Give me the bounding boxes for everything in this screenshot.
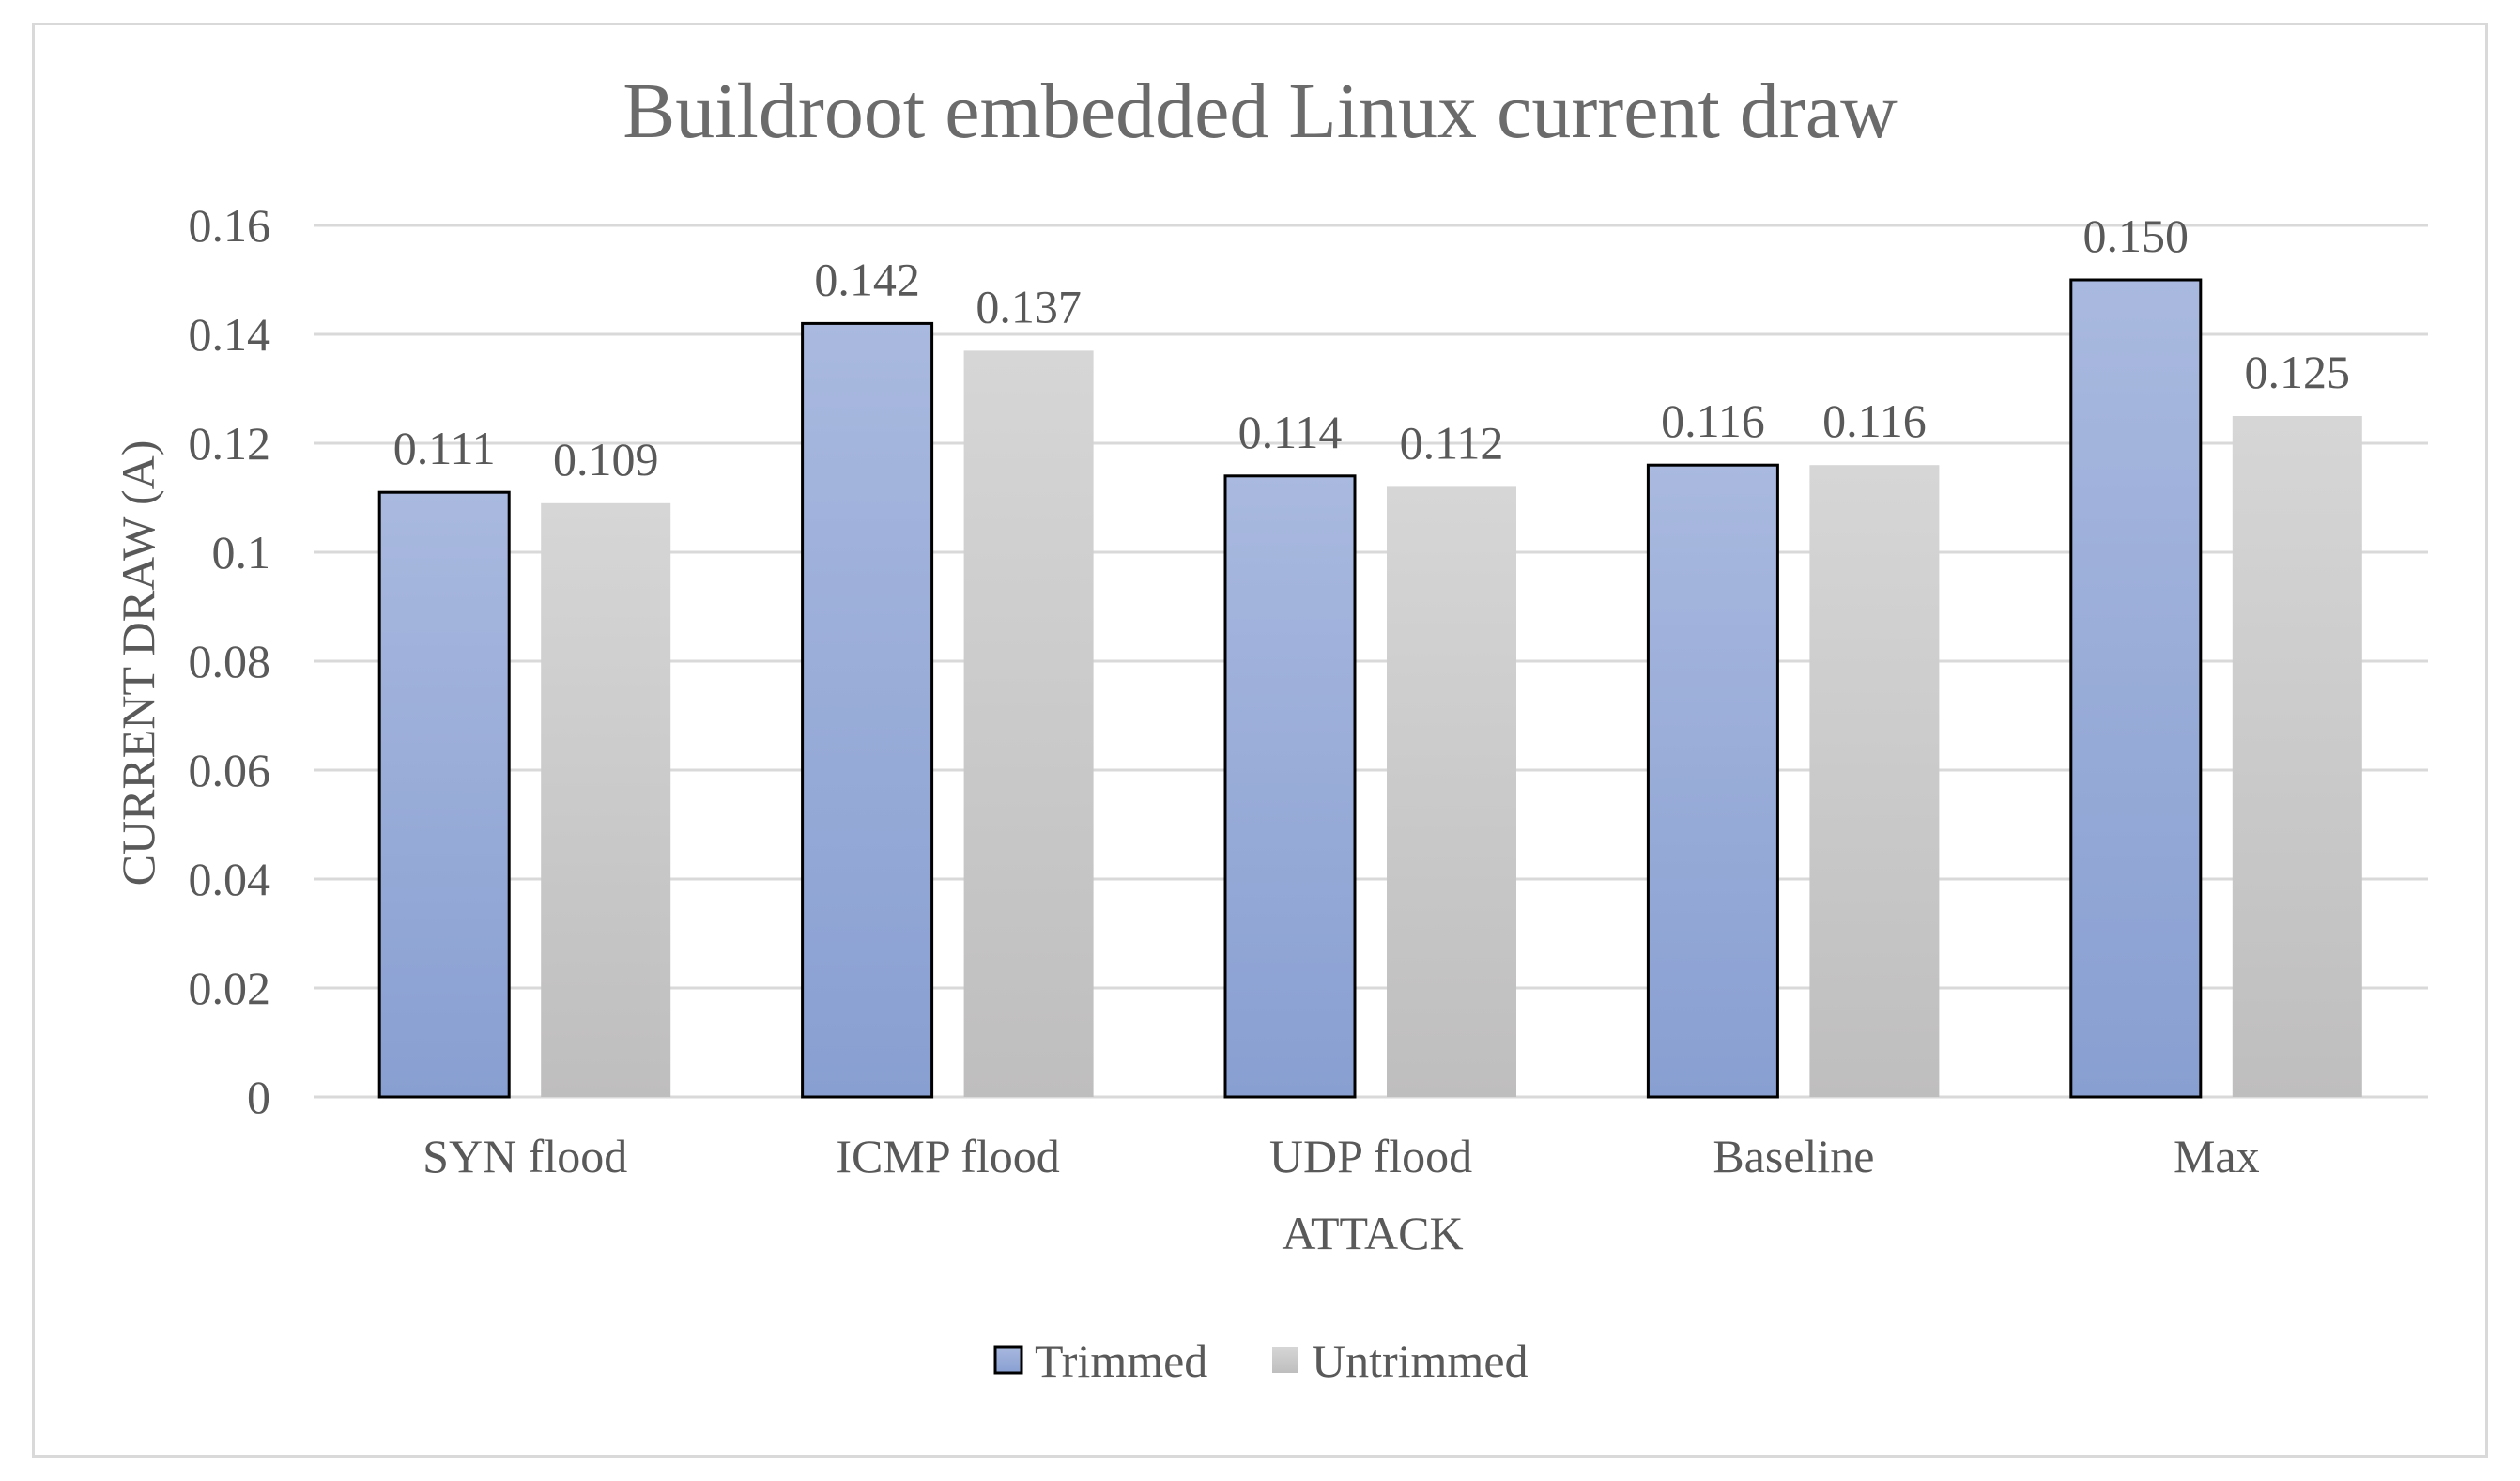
x-tick-label: ICMP flood [836, 1130, 1059, 1182]
y-tick-label: 0.14 [189, 308, 271, 361]
legend-label-untrimmed: Untrimmed [1312, 1334, 1529, 1387]
y-tick-label: 0.12 [189, 417, 271, 470]
legend-swatch-trimmed [993, 1345, 1023, 1375]
legend: Trimmed Untrimmed [993, 1334, 1529, 1387]
legend-swatch-untrimmed [1272, 1347, 1298, 1373]
bar-trimmed-max [2069, 278, 2203, 1099]
data-label: 0.111 [393, 422, 496, 474]
data-label: 0.142 [814, 253, 920, 305]
chart-title: Buildroot embedded Linux current draw [622, 68, 1898, 155]
y-tick-label: 0.16 [189, 199, 271, 252]
y-tick-label: 0.02 [189, 962, 271, 1014]
bar-trimmed-udp-flood [1223, 474, 1357, 1099]
y-tick-label: 0.1 [212, 526, 271, 579]
bar-untrimmed-baseline [1809, 465, 1940, 1097]
x-axis-title: ATTACK [1282, 1207, 1463, 1259]
x-tick-label: UDP flood [1269, 1130, 1472, 1182]
bar-trimmed-icmp-flood [801, 321, 934, 1099]
data-label: 0.116 [1661, 394, 1765, 447]
bar-untrimmed-max [2232, 416, 2362, 1097]
data-label: 0.112 [1400, 416, 1504, 469]
data-label: 0.125 [2245, 346, 2351, 398]
data-label: 0.116 [1822, 394, 1927, 447]
data-label: 0.109 [553, 433, 659, 486]
x-axis-ticks: SYN flood ICMP flood UDP flood Baseline Max [423, 1130, 2259, 1182]
x-tick-label: Max [2174, 1130, 2260, 1182]
y-tick-label: 0.04 [189, 853, 271, 905]
data-label: 0.114 [1238, 406, 1343, 458]
bar-untrimmed-icmp-flood [963, 350, 1094, 1097]
y-tick-label: 0.08 [189, 635, 271, 687]
x-tick-label: Baseline [1713, 1130, 1874, 1182]
legend-label-trimmed: Trimmed [1035, 1334, 1207, 1387]
data-label: 0.150 [2083, 209, 2190, 262]
y-tick-label: 0 [247, 1071, 270, 1123]
bar-trimmed-baseline [1646, 463, 1779, 1099]
data-labels: 0.111 0.109 0.142 0.137 0.114 0.112 0.116 0.116… [393, 209, 2350, 486]
data-label: 0.137 [976, 280, 1082, 332]
y-tick-label: 0.06 [189, 744, 271, 796]
bar-trimmed-syn-flood [377, 490, 511, 1099]
x-tick-label: SYN flood [423, 1130, 627, 1182]
bar-untrimmed-udp-flood [1387, 486, 1516, 1097]
y-axis-ticks: 0 0.02 0.04 0.06 0.08 0.1 0.12 0.14 0.16 [189, 199, 271, 1123]
bars [377, 278, 2362, 1099]
y-axis-title: CURRENT DRAW (A) [112, 440, 164, 887]
bar-untrimmed-syn-flood [541, 502, 671, 1097]
